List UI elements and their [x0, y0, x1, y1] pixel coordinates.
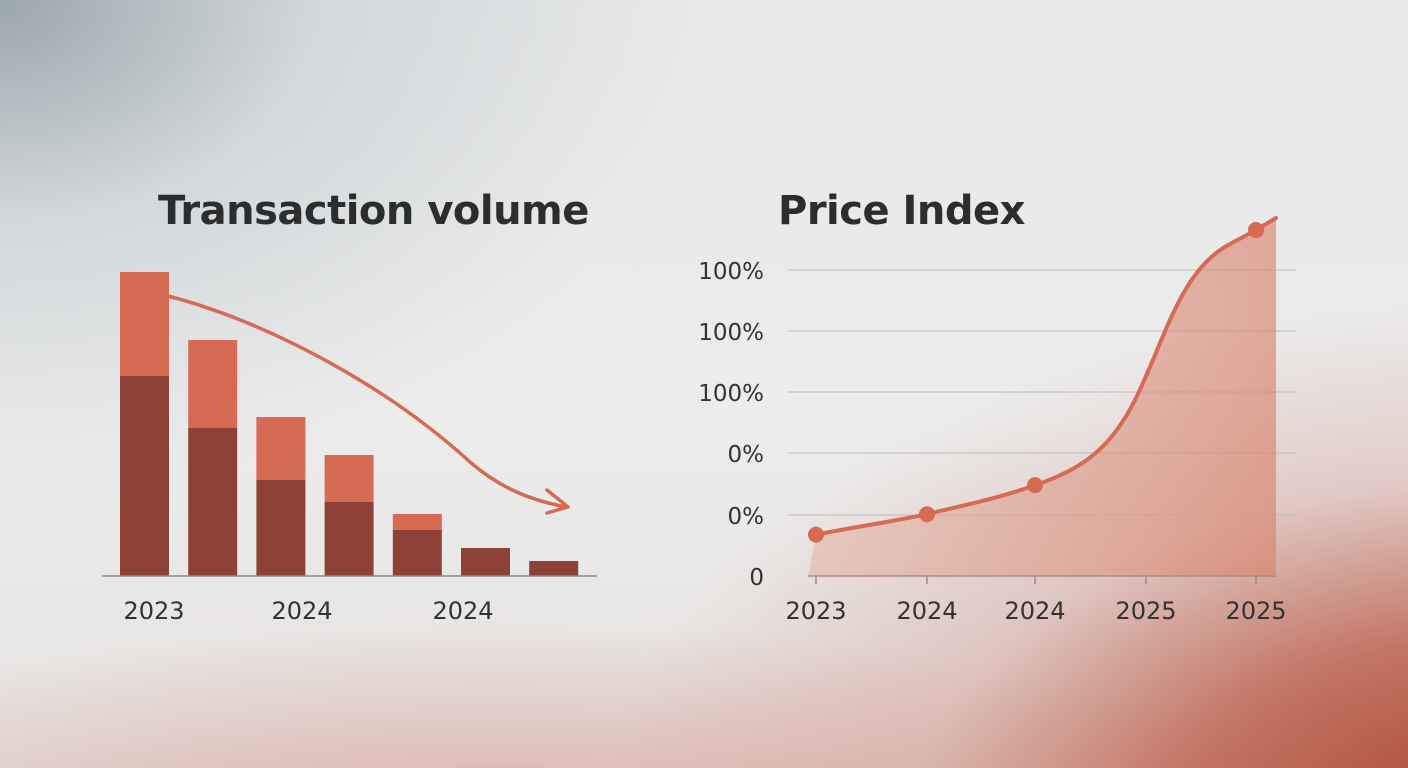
bar-base-0	[120, 376, 169, 576]
bar-base-4	[392, 530, 442, 576]
y-tick-label: 0%	[728, 504, 765, 530]
data-point	[808, 526, 824, 543]
bar-x-tick-label: 2023	[123, 597, 184, 625]
x-tick-label: 2025	[1225, 597, 1286, 625]
bar-base-3	[324, 502, 374, 576]
y-tick-label: 100%	[698, 381, 764, 407]
bar-top-3	[324, 455, 374, 502]
y-tick-label: 100%	[698, 259, 764, 285]
bar-top-4	[392, 514, 442, 530]
bar-top-2	[256, 417, 306, 480]
price-line	[814, 216, 1278, 537]
bar-x-tick-label: 2024	[432, 597, 493, 625]
data-point	[1027, 477, 1043, 494]
bar-top-1	[188, 340, 238, 428]
trend-arrow-line	[166, 294, 568, 509]
y-tick-label: 0%	[728, 442, 765, 468]
x-tick-label: 2023	[785, 597, 846, 625]
bar-base-2	[256, 480, 306, 576]
x-tick-label: 2025	[1115, 597, 1176, 625]
bar-base-6	[529, 561, 579, 576]
trend-arrow-head	[545, 488, 570, 515]
data-point	[1248, 222, 1264, 238]
x-tick-label: 2024	[896, 597, 957, 625]
bar-top-0	[120, 272, 169, 376]
bar-x-tick-label: 2024	[271, 597, 332, 625]
bar-base-1	[188, 428, 238, 576]
bar-base-5	[461, 548, 510, 576]
x-tick-label: 2024	[1004, 597, 1065, 625]
y-tick-label: 0	[749, 565, 764, 591]
price-index-title: Price Index	[778, 188, 1025, 234]
transaction-volume-title: Transaction volume	[158, 188, 589, 234]
price-area	[808, 218, 1276, 576]
y-tick-label: 100%	[698, 320, 764, 346]
data-point	[919, 506, 935, 523]
